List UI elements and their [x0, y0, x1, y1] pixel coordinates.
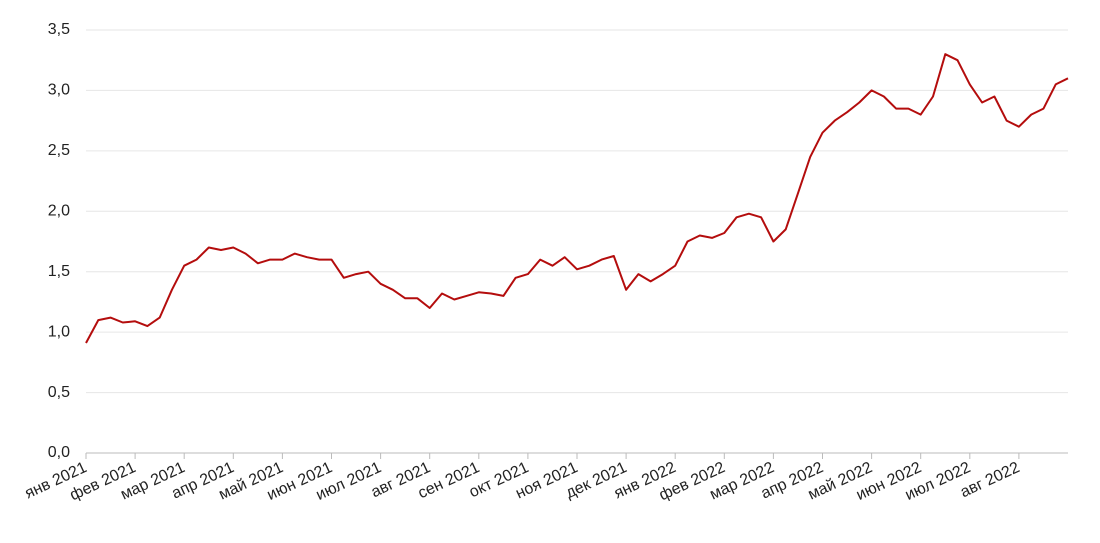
y-tick-label: 1,5 — [48, 263, 70, 280]
y-tick-label: 2,0 — [48, 203, 70, 220]
y-tick-label: 0,5 — [48, 384, 70, 401]
y-tick-label: 3,0 — [48, 82, 70, 99]
line — [85, 53, 1069, 344]
y-tick-label: 1,0 — [48, 323, 70, 340]
y-tick-label: 2,5 — [48, 142, 70, 159]
y-tick-label: 3,5 — [48, 21, 70, 38]
y-tick-label: 0,0 — [48, 444, 70, 461]
